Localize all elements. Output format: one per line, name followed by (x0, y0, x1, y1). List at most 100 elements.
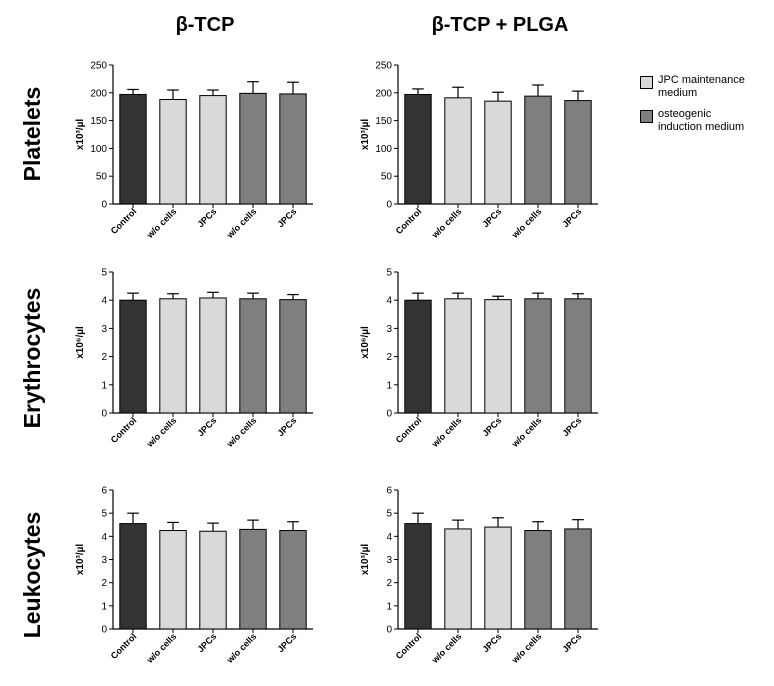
legend-item-osteogenic: osteogenic induction medium (640, 108, 774, 142)
y-tick-label: 1 (101, 601, 107, 612)
x-tick-label: w/o cells (429, 415, 463, 449)
y-tick-label: 1 (386, 380, 392, 391)
bar-1 (119, 299, 147, 414)
bar-1 (404, 523, 432, 630)
bar-2 (159, 530, 187, 630)
bar-1 (119, 523, 147, 630)
y-axis-label: x10³/µl (360, 119, 371, 151)
x-tick-label: JPCs (195, 206, 218, 229)
x-tick-label: Control (109, 206, 139, 236)
y-tick-label: 1 (101, 380, 107, 391)
y-tick-label: 4 (386, 532, 392, 543)
y-tick-label: 6 (386, 486, 392, 497)
y-tick-label: 5 (101, 509, 107, 520)
bar-3 (484, 526, 512, 630)
y-tick-label: 250 (375, 61, 392, 72)
y-tick-label: 6 (101, 486, 107, 497)
y-tick-label: 3 (101, 555, 107, 566)
y-tick-label: 0 (101, 200, 107, 211)
x-tick-label: JPCs (195, 631, 218, 654)
x-tick-label: JPCs (560, 631, 583, 654)
bar-5 (279, 299, 307, 414)
x-tick-label: JPCs (480, 631, 503, 654)
bar-2 (159, 298, 187, 414)
bar-3 (484, 299, 512, 414)
y-tick-label: 150 (375, 116, 392, 127)
legend-swatch-osteogenic (640, 110, 653, 123)
legend-swatch-maintenance (640, 76, 653, 89)
y-tick-label: 100 (90, 144, 107, 155)
y-tick-label: 200 (375, 88, 392, 99)
x-tick-label: Control (109, 415, 139, 445)
x-tick-label: w/o cells (429, 631, 463, 665)
x-tick-label: JPCs (275, 206, 298, 229)
x-tick-label: Control (394, 415, 424, 445)
y-tick-label: 4 (101, 296, 107, 307)
y-axis-label: x10⁶/µl (75, 326, 86, 359)
y-tick-label: 150 (90, 116, 107, 127)
bar-4 (239, 298, 267, 414)
bar-3 (199, 95, 227, 205)
y-tick-label: 200 (90, 88, 107, 99)
bar-5 (279, 530, 307, 630)
x-tick-label: w/o cells (509, 206, 543, 240)
y-tick-label: 0 (101, 409, 107, 420)
x-tick-label: w/o cells (224, 631, 258, 665)
bar-4 (524, 95, 552, 205)
legend-label-osteogenic: osteogenic induction medium (658, 108, 745, 133)
x-tick-label: w/o cells (144, 415, 178, 449)
bar-3 (199, 297, 227, 414)
y-tick-label: 5 (101, 268, 107, 279)
y-tick-label: 4 (386, 296, 392, 307)
bar-2 (444, 528, 472, 630)
bar-3 (199, 530, 227, 630)
y-tick-label: 50 (381, 172, 393, 183)
bar-4 (524, 298, 552, 414)
x-tick-label: JPCs (275, 415, 298, 438)
y-tick-label: 0 (386, 625, 392, 636)
legend-label-maintenance: JPC maintenance medium (658, 74, 745, 99)
y-tick-label: 3 (386, 324, 392, 335)
x-tick-label: w/o cells (224, 206, 258, 240)
bar-4 (239, 92, 267, 205)
y-tick-label: 5 (386, 268, 392, 279)
y-tick-label: 0 (386, 409, 392, 420)
y-axis-label: x10³/µl (75, 119, 86, 151)
y-tick-label: 2 (101, 578, 107, 589)
y-tick-label: 100 (375, 144, 392, 155)
bar-2 (444, 298, 472, 414)
x-tick-label: JPCs (275, 631, 298, 654)
row-title-leukocytes: Leukocytes (19, 511, 45, 639)
x-tick-label: w/o cells (509, 415, 543, 449)
y-tick-label: 2 (386, 352, 392, 363)
y-axis-label: x10³/µl (360, 544, 371, 576)
y-tick-label: 1 (386, 601, 392, 612)
y-tick-label: 5 (386, 509, 392, 520)
y-tick-label: 0 (101, 625, 107, 636)
x-tick-label: Control (394, 206, 424, 236)
column-title-beta-tcp: β-TCP (175, 14, 235, 36)
bar-5 (279, 93, 307, 205)
bar-4 (524, 530, 552, 630)
x-tick-label: JPCs (195, 415, 218, 438)
y-tick-label: 250 (90, 61, 107, 72)
bar-1 (119, 93, 147, 205)
bar-3 (484, 100, 512, 205)
column-title-beta-tcp-plga: β-TCP + PLGA (431, 14, 569, 36)
x-tick-label: w/o cells (144, 206, 178, 240)
x-tick-label: Control (394, 631, 424, 661)
y-axis-label: x10⁶/µl (360, 326, 371, 359)
bar-5 (564, 528, 592, 630)
y-tick-label: 3 (386, 555, 392, 566)
y-tick-label: 2 (386, 578, 392, 589)
bar-2 (444, 97, 472, 205)
bar-1 (404, 93, 432, 205)
x-tick-label: w/o cells (224, 415, 258, 449)
x-tick-label: w/o cells (429, 206, 463, 240)
